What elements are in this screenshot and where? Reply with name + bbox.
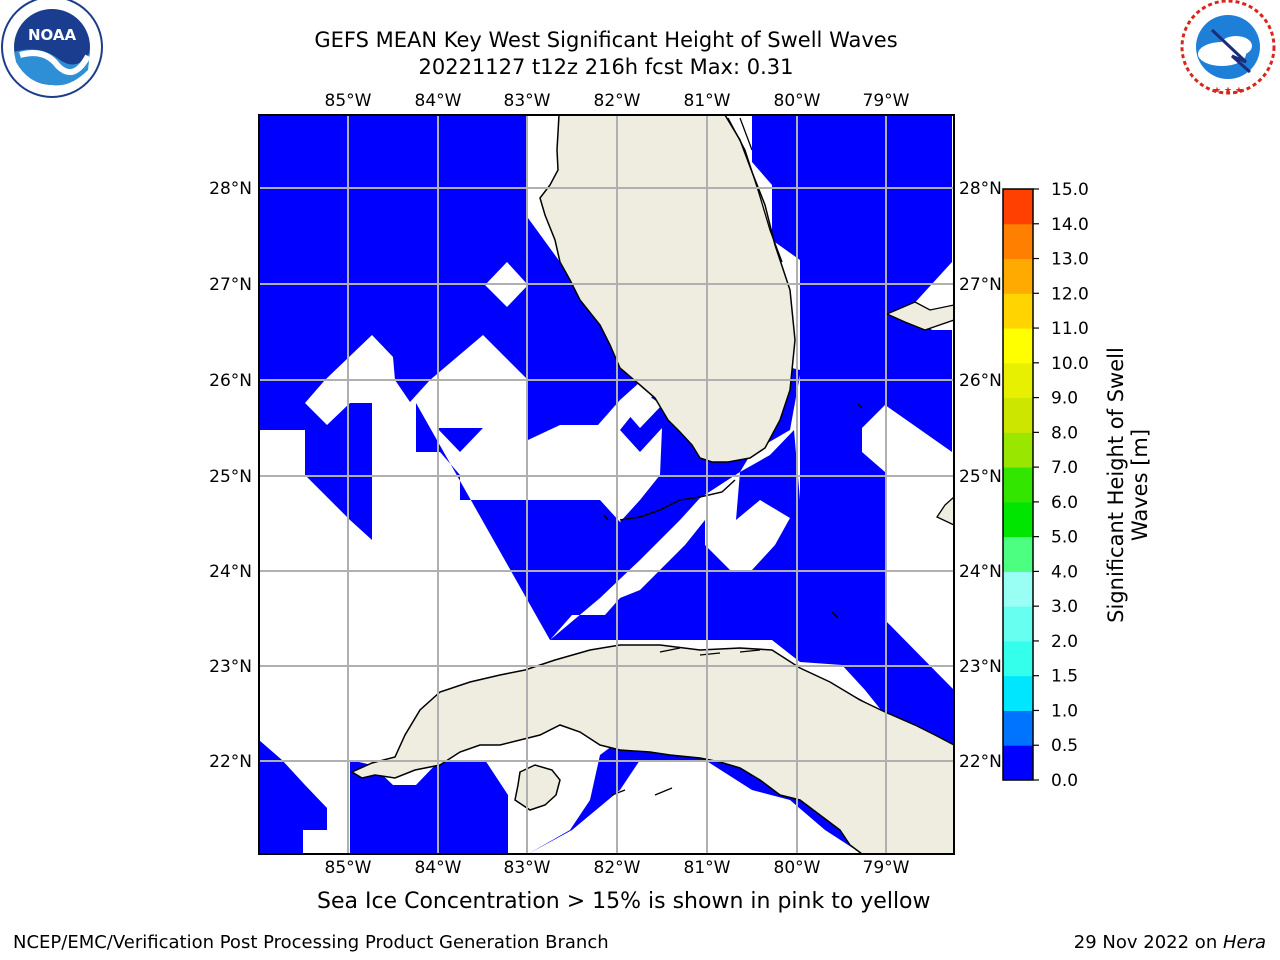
bahamas-land [885, 301, 954, 331]
lat-label: 28°N [959, 179, 1002, 199]
swell-region-west [259, 115, 640, 540]
colorbar-tick-label: 9.0 [1051, 389, 1078, 409]
bahamas-land-2 [936, 496, 954, 526]
colorbar-tick-label: 3.0 [1051, 597, 1078, 617]
colorbar-segment [1003, 606, 1033, 642]
cuba-keys [611, 647, 761, 796]
lat-label: 24°N [209, 562, 252, 582]
swell-region-southwest [259, 715, 327, 854]
colorbar-tick-label: 4.0 [1051, 562, 1078, 582]
credits: NCEP/EMC/Verification Post Processing Pr… [13, 932, 609, 953]
colorbar-segment [1003, 293, 1033, 329]
colorbar-tick-label: 13.0 [1051, 250, 1089, 270]
colorbar-tick-label: 0.5 [1051, 736, 1078, 756]
colorbar-tick-label: 12.0 [1051, 284, 1089, 304]
nws-logo: ★ ★ ★ [1180, 0, 1276, 96]
colorbar-tick-label: 8.0 [1051, 423, 1078, 443]
lat-label: 23°N [209, 657, 252, 677]
map-plot-area [259, 115, 954, 854]
lon-label: 83°W [504, 858, 551, 878]
colorbar: 0.0 0.5 1.0 1.5 2.0 3.0 4.0 5.0 6.0 7.0 8.0 9.0 10.0… [1002, 180, 1089, 791]
colorbar-label: Significant Height of Swell Waves [m] [1104, 347, 1152, 623]
colorbar-segment [1003, 432, 1033, 468]
svg-text:★ ★ ★: ★ ★ ★ [1213, 86, 1243, 96]
lon-label: 82°W [594, 858, 641, 878]
lon-label: 85°W [325, 91, 372, 111]
colorbar-segment [1003, 189, 1033, 225]
lat-labels-right: 28°N 27°N 26°N 25°N 24°N 23°N 22°N [959, 179, 1002, 772]
lon-label: 79°W [863, 858, 910, 878]
lon-labels-bottom: 85°W 84°W 83°W 82°W 81°W 80°W 79°W [325, 858, 910, 878]
colorbar-tick-label: 1.5 [1051, 667, 1078, 687]
colorbar-segment [1003, 536, 1033, 572]
lat-label: 27°N [209, 275, 252, 295]
colorbar-tick-label: 2.0 [1051, 632, 1078, 652]
graticule [259, 115, 954, 854]
sea-ice-note: Sea Ice Concentration > 15% is shown in … [317, 889, 931, 914]
lon-label: 81°W [684, 858, 731, 878]
lat-label: 28°N [209, 179, 252, 199]
swell-hole-2 [620, 390, 662, 428]
swell-region-gulf-mid [437, 428, 483, 452]
colorbar-frame [1002, 188, 1034, 781]
map-frame [258, 114, 955, 855]
lon-label: 80°W [774, 91, 821, 111]
lat-labels-left: 28°N 27°N 26°N 25°N 24°N 23°N 22°N [209, 179, 252, 772]
lat-label: 22°N [959, 752, 1002, 772]
lat-label: 22°N [209, 752, 252, 772]
bahamas-islet [831, 403, 863, 619]
lon-label: 84°W [415, 91, 462, 111]
lat-label: 27°N [959, 275, 1002, 295]
colorbar-segment [1003, 710, 1033, 746]
colorbar-segment [1003, 397, 1033, 433]
colorbar-tick-label: 10.0 [1051, 354, 1089, 374]
lon-label: 81°W [684, 91, 731, 111]
date-text: 29 Nov 2022 on [1073, 932, 1223, 953]
colorbar-segment [1003, 571, 1033, 607]
lon-label: 85°W [325, 858, 372, 878]
lon-labels-top: 85°W 84°W 83°W 82°W 81°W 80°W 79°W [325, 91, 910, 111]
lat-label: 25°N [209, 467, 252, 487]
colorbar-tick-label: 11.0 [1051, 319, 1089, 339]
colorbar-segment [1003, 467, 1033, 503]
lat-label: 25°N [959, 467, 1002, 487]
colorbar-segment [1003, 675, 1033, 711]
colorbar-tick-label: 14.0 [1051, 215, 1089, 235]
chart-title: GEFS MEAN Key West Significant Height of… [314, 28, 898, 52]
lat-label: 26°N [959, 371, 1002, 391]
colorbar-segment [1003, 362, 1033, 399]
lon-label: 82°W [594, 91, 641, 111]
colorbar-segment [1003, 640, 1033, 677]
lon-label: 84°W [415, 858, 462, 878]
lon-label: 80°W [774, 858, 821, 878]
florida-east-barrier [727, 117, 783, 263]
colorbar-tick-label: 7.0 [1051, 458, 1078, 478]
noaa-logo: NOAA [1, 0, 103, 98]
noaa-logo-text: NOAA [28, 26, 77, 44]
colorbar-tick-label: 15.0 [1051, 180, 1089, 200]
colorbar-tick-label: 0.0 [1051, 771, 1078, 791]
lat-label: 23°N [959, 657, 1002, 677]
colorbar-tick-label: 1.0 [1051, 701, 1078, 721]
machine-name: Hera [1222, 932, 1266, 953]
swell-region-south [350, 760, 508, 854]
chart-subtitle: 20221127 t12z 216h fcst Max: 0.31 [418, 55, 794, 79]
lat-label: 24°N [959, 562, 1002, 582]
florida-keys [603, 479, 736, 521]
colorbar-tick-label: 6.0 [1051, 493, 1078, 513]
colorbar-segment [1003, 501, 1033, 538]
colorbar-segment [1003, 745, 1033, 781]
date-stamp: 29 Nov 2022 on Hera [1074, 932, 1266, 953]
colorbar-segment [1003, 223, 1033, 260]
colorbar-segment [1003, 328, 1033, 364]
lon-label: 79°W [863, 91, 910, 111]
florida-land [539, 115, 796, 463]
colorbar-segment [1003, 258, 1033, 294]
lon-label: 83°W [504, 91, 551, 111]
lat-label: 26°N [209, 371, 252, 391]
colorbar-tick-label: 5.0 [1051, 528, 1078, 548]
